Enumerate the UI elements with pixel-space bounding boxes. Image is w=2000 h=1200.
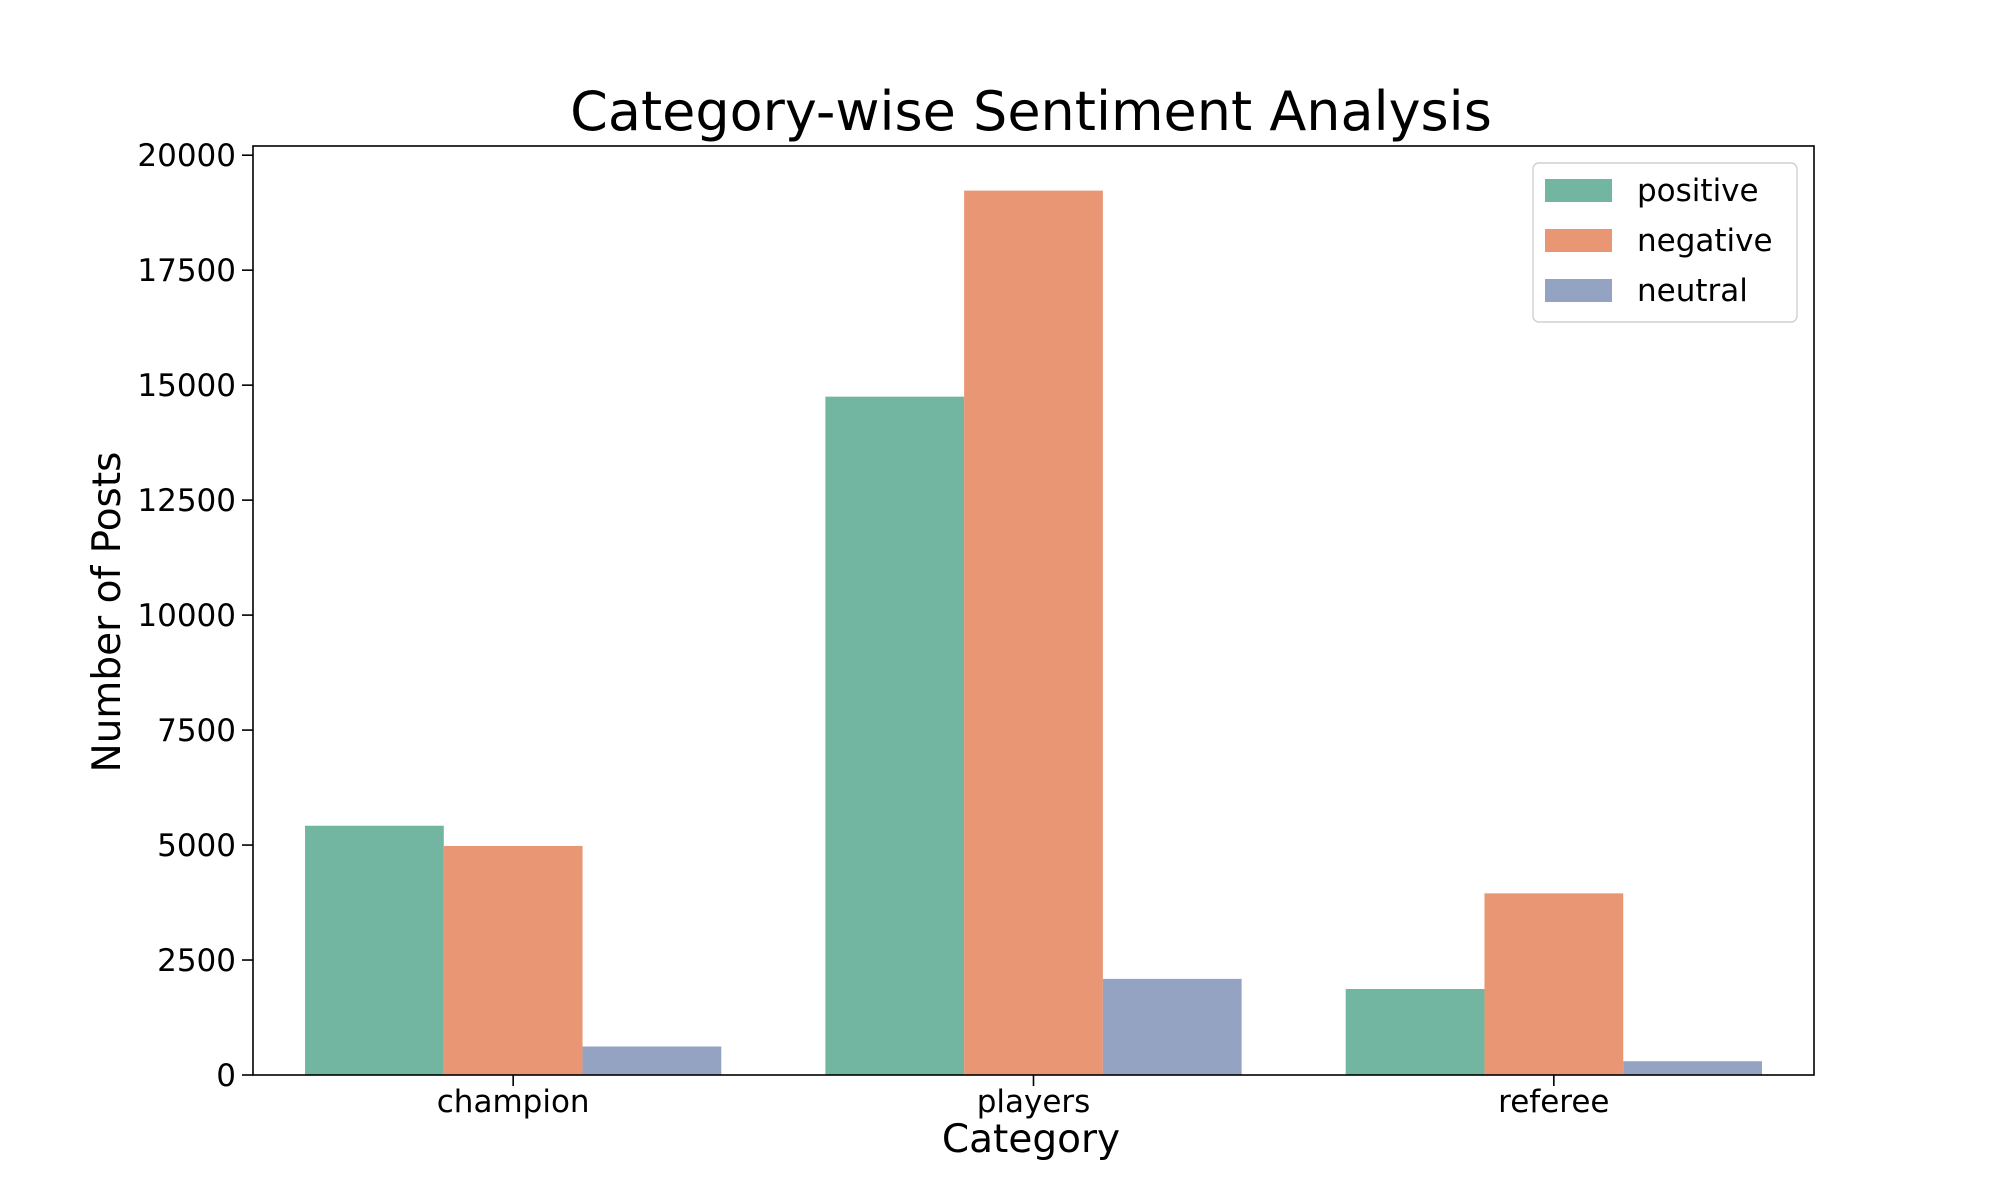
legend: positive negative neutral (1532, 162, 1798, 323)
x-tick-label-players: players (977, 1084, 1091, 1120)
legend-swatch-neutral (1545, 279, 1612, 302)
legend-label-negative: negative (1637, 223, 1773, 259)
x-tick-label-referee: referee (1498, 1084, 1609, 1120)
bar-neutral-referee (1623, 1061, 1762, 1075)
y-tick-label: 7500 (157, 713, 236, 749)
y-tick-label: 20000 (137, 138, 236, 174)
y-tick-label: 2500 (157, 943, 236, 979)
x-axis-label: Category (942, 1117, 1120, 1162)
y-tick-label: 12500 (137, 483, 236, 519)
y-tick-label: 5000 (157, 828, 236, 864)
bar-positive-champion (305, 825, 444, 1075)
legend-label-positive: positive (1637, 173, 1759, 209)
legend-label-neutral: neutral (1637, 273, 1748, 309)
bar-positive-referee (1345, 989, 1485, 1075)
axes-layer: 0 2500 5000 7500 10000 12500 15000 17500 20000 ch… (137, 138, 1815, 1120)
bar-neutral-champion (582, 1046, 722, 1075)
bar-neutral-players (1102, 978, 1242, 1075)
bar-positive-players (825, 396, 965, 1075)
bar-negative-champion (443, 845, 583, 1075)
bar-negative-players (964, 190, 1103, 1076)
y-tick-label: 0 (216, 1058, 236, 1094)
y-tick-label: 15000 (137, 368, 236, 404)
legend-swatch-negative (1545, 229, 1612, 252)
bar-negative-referee (1484, 893, 1624, 1075)
y-tick-label: 10000 (137, 598, 236, 634)
legend-swatch-positive (1545, 179, 1612, 202)
y-axis-label: Number of Posts (85, 452, 130, 773)
x-tick-label-champion: champion (437, 1084, 590, 1120)
chart-title: Category-wise Sentiment Analysis (570, 80, 1492, 143)
bars-layer (305, 190, 1762, 1076)
y-tick-label: 17500 (137, 253, 236, 289)
